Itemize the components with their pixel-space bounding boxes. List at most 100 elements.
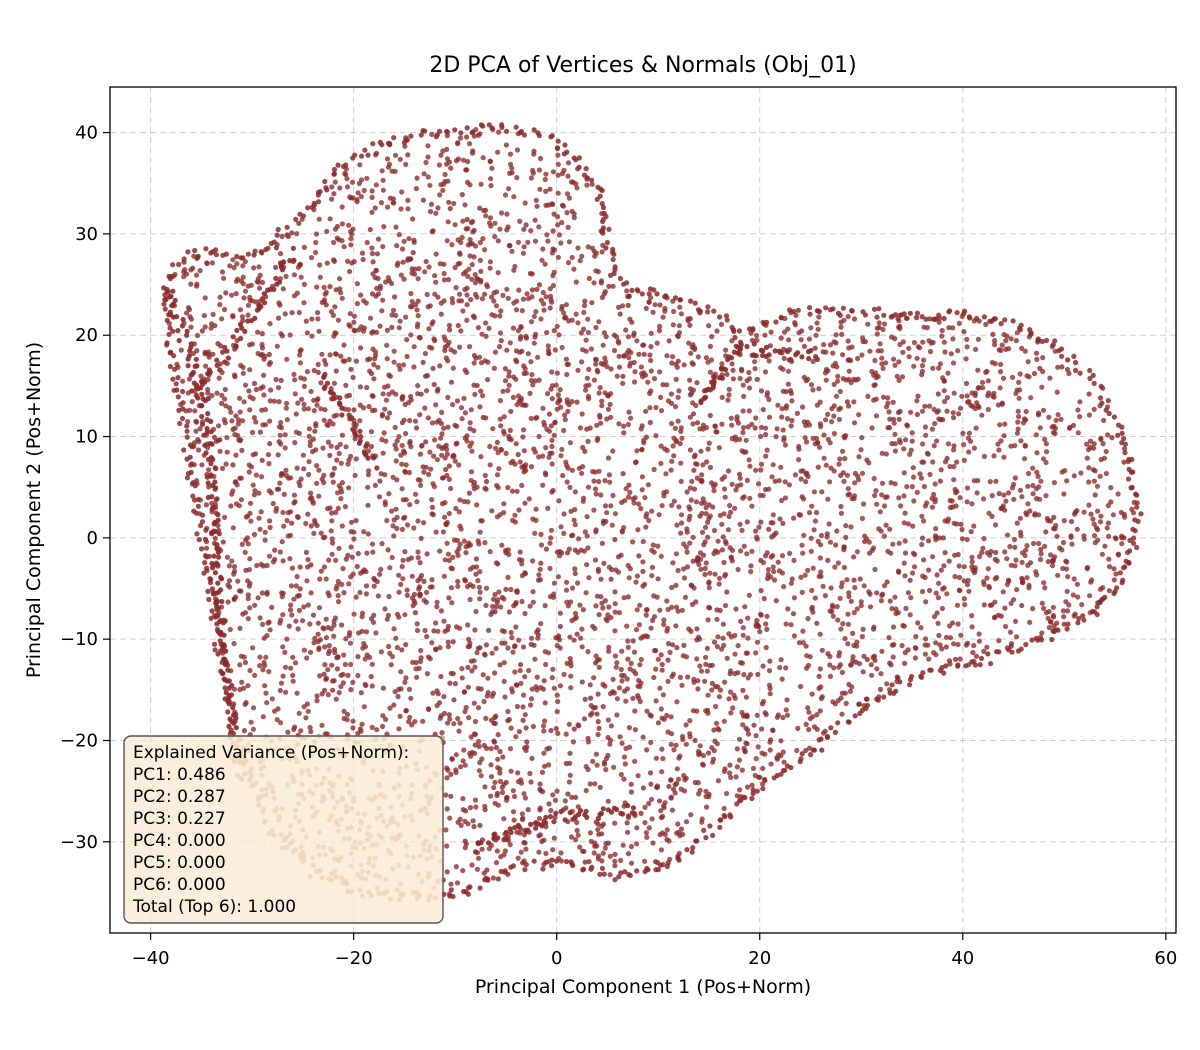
scatter-point <box>462 410 468 416</box>
scatter-point <box>1075 430 1081 436</box>
scatter-point <box>467 542 473 548</box>
scatter-point <box>763 644 769 651</box>
scatter-point <box>814 320 820 326</box>
scatter-point <box>759 726 765 732</box>
scatter-point <box>486 846 492 852</box>
scatter-point <box>538 788 544 794</box>
scatter-point <box>559 306 565 312</box>
scatter-point <box>295 400 301 406</box>
scatter-point <box>555 161 561 167</box>
scatter-point <box>474 502 480 508</box>
scatter-point <box>280 612 286 618</box>
scatter-point <box>705 750 712 756</box>
scatter-point <box>372 356 378 362</box>
scatter-point <box>209 260 215 266</box>
scatter-point <box>607 741 613 747</box>
scatter-point <box>843 534 849 541</box>
scatter-point <box>811 527 817 533</box>
scatter-point <box>634 841 640 847</box>
scatter-point <box>675 333 681 340</box>
scatter-point <box>788 622 794 628</box>
scatter-point <box>481 742 487 749</box>
scatter-point <box>407 440 413 446</box>
scatter-point <box>384 204 391 210</box>
scatter-point <box>434 688 440 694</box>
scatter-point <box>229 292 235 298</box>
scatter-point <box>316 605 323 611</box>
scatter-point <box>322 534 328 540</box>
scatter-point <box>900 349 906 355</box>
scatter-point <box>247 367 253 373</box>
scatter-point <box>874 325 880 331</box>
scatter-point <box>846 593 852 600</box>
scatter-point <box>507 340 513 346</box>
scatter-point <box>1050 614 1057 620</box>
scatter-point <box>665 641 672 647</box>
scatter-point <box>823 417 829 423</box>
scatter-point <box>394 243 400 249</box>
scatter-point <box>497 778 503 785</box>
scatter-point <box>1113 536 1119 542</box>
scatter-point <box>445 627 451 633</box>
scatter-point <box>827 662 833 668</box>
scatter-point <box>921 557 927 563</box>
scatter-point <box>699 819 705 825</box>
scatter-point <box>475 855 482 861</box>
scatter-point <box>829 406 835 412</box>
scatter-point <box>991 390 997 396</box>
scatter-point <box>514 402 520 408</box>
scatter-point <box>584 562 590 568</box>
scatter-point <box>841 433 847 439</box>
scatter-point <box>896 416 902 422</box>
scatter-point <box>333 696 339 702</box>
scatter-point <box>448 771 454 778</box>
scatter-point <box>963 380 970 387</box>
scatter-point <box>381 430 387 436</box>
scatter-point <box>964 393 970 399</box>
scatter-point <box>612 628 618 634</box>
scatter-point <box>470 313 477 319</box>
scatter-point <box>749 421 755 427</box>
scatter-point <box>584 375 591 381</box>
scatter-point <box>658 706 664 712</box>
scatter-point <box>927 471 933 478</box>
scatter-point <box>296 710 302 716</box>
scatter-point <box>593 660 599 666</box>
scatter-point <box>304 330 310 336</box>
scatter-point <box>542 700 548 706</box>
scatter-point <box>465 821 471 827</box>
scatter-point <box>1002 421 1008 427</box>
scatter-point <box>647 352 653 358</box>
scatter-point <box>902 660 908 667</box>
scatter-point <box>481 291 488 297</box>
scatter-point <box>778 335 784 341</box>
scatter-point <box>633 671 639 677</box>
scatter-point <box>641 351 647 357</box>
scatter-point <box>807 654 813 660</box>
scatter-point <box>973 653 980 659</box>
scatter-point <box>1052 425 1058 431</box>
scatter-point <box>339 221 345 227</box>
scatter-point <box>859 435 865 441</box>
scatter-point <box>235 421 241 427</box>
scatter-point <box>275 452 281 458</box>
scatter-point <box>739 660 746 666</box>
scatter-point <box>1038 551 1044 557</box>
scatter-point <box>848 524 854 530</box>
scatter-point <box>471 658 477 664</box>
scatter-point <box>565 465 571 471</box>
scatter-point <box>736 736 743 742</box>
scatter-point <box>1091 478 1097 484</box>
scatter-point <box>716 445 723 451</box>
scatter-point <box>552 347 558 353</box>
scatter-point <box>311 640 317 646</box>
scatter-point <box>505 645 511 651</box>
scatter-point <box>343 444 349 450</box>
scatter-point <box>930 365 936 371</box>
scatter-point <box>1027 508 1033 514</box>
scatter-point <box>203 545 210 551</box>
scatter-point <box>378 649 384 655</box>
scatter-point <box>770 462 776 468</box>
scatter-point <box>574 827 580 834</box>
scatter-point <box>458 328 464 334</box>
